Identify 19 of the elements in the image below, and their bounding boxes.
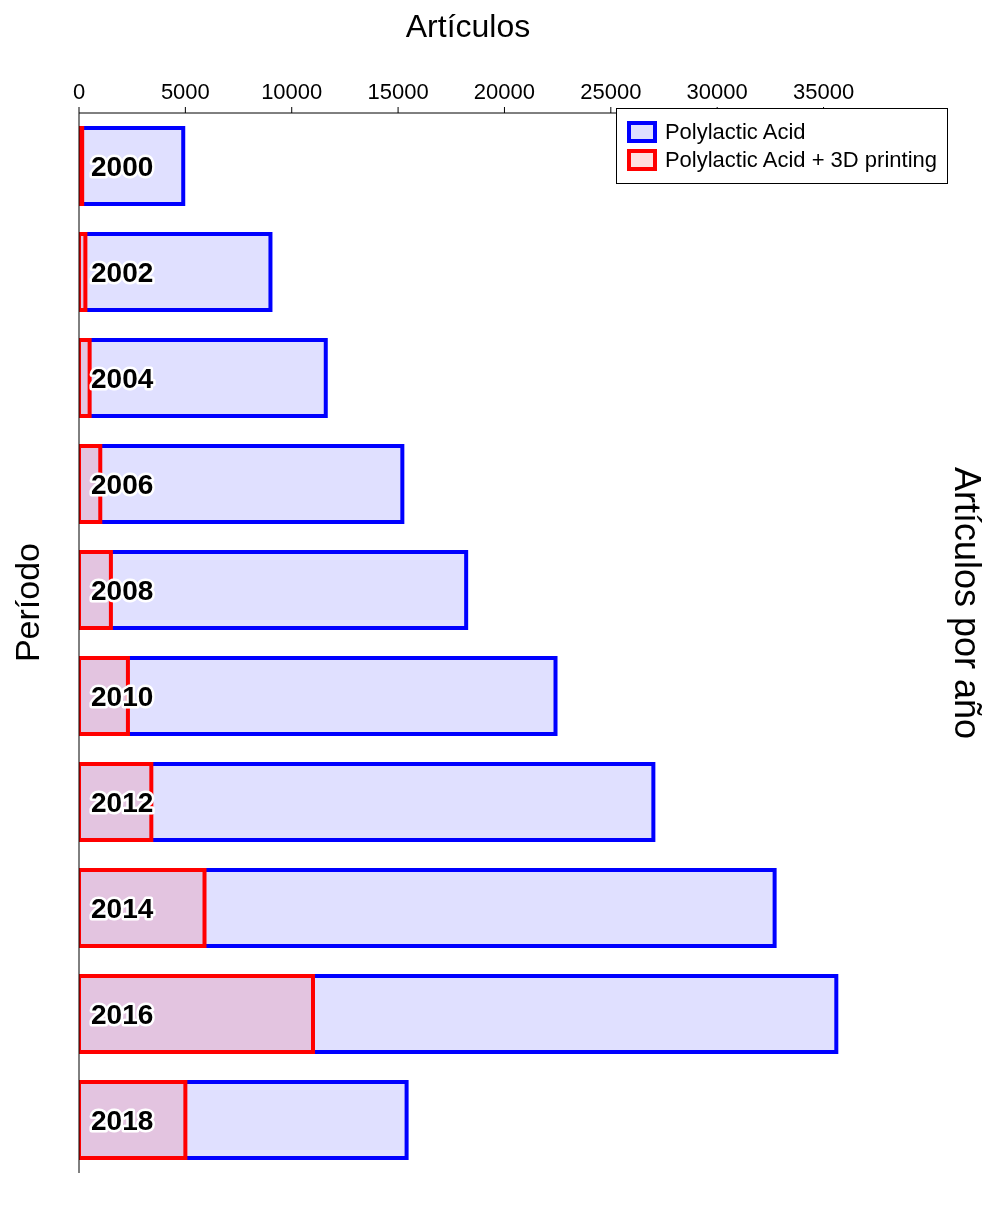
x-axis-title: Artículos [404,8,532,45]
x-tick-label: 20000 [473,79,536,104]
x-tick-label: 30000 [686,79,748,104]
x-tick-label: 35000 [792,79,855,104]
x-tick-label: 25000 [580,79,642,104]
x-tick-label: 5000 [160,79,210,104]
legend-label: Polylactic Acid + 3D printing [664,147,937,173]
x-tick-label: 0 [72,79,86,104]
y-axis-title: Período [8,543,47,663]
y-tick-label: 2018 [91,1105,154,1136]
x-tick-label: 15000 [367,79,429,104]
x-tick-label: 10000 [261,79,323,104]
text: Artículos por año [946,466,988,740]
y-tick-label: 2004 [91,363,154,394]
y-tick-label: 2000 [91,151,154,182]
y-tick-label: 2014 [91,893,154,924]
legend-label: Polylactic Acid [664,119,806,145]
y-tick-label: 2002 [91,257,154,288]
y-tick-label: 2016 [91,999,154,1030]
